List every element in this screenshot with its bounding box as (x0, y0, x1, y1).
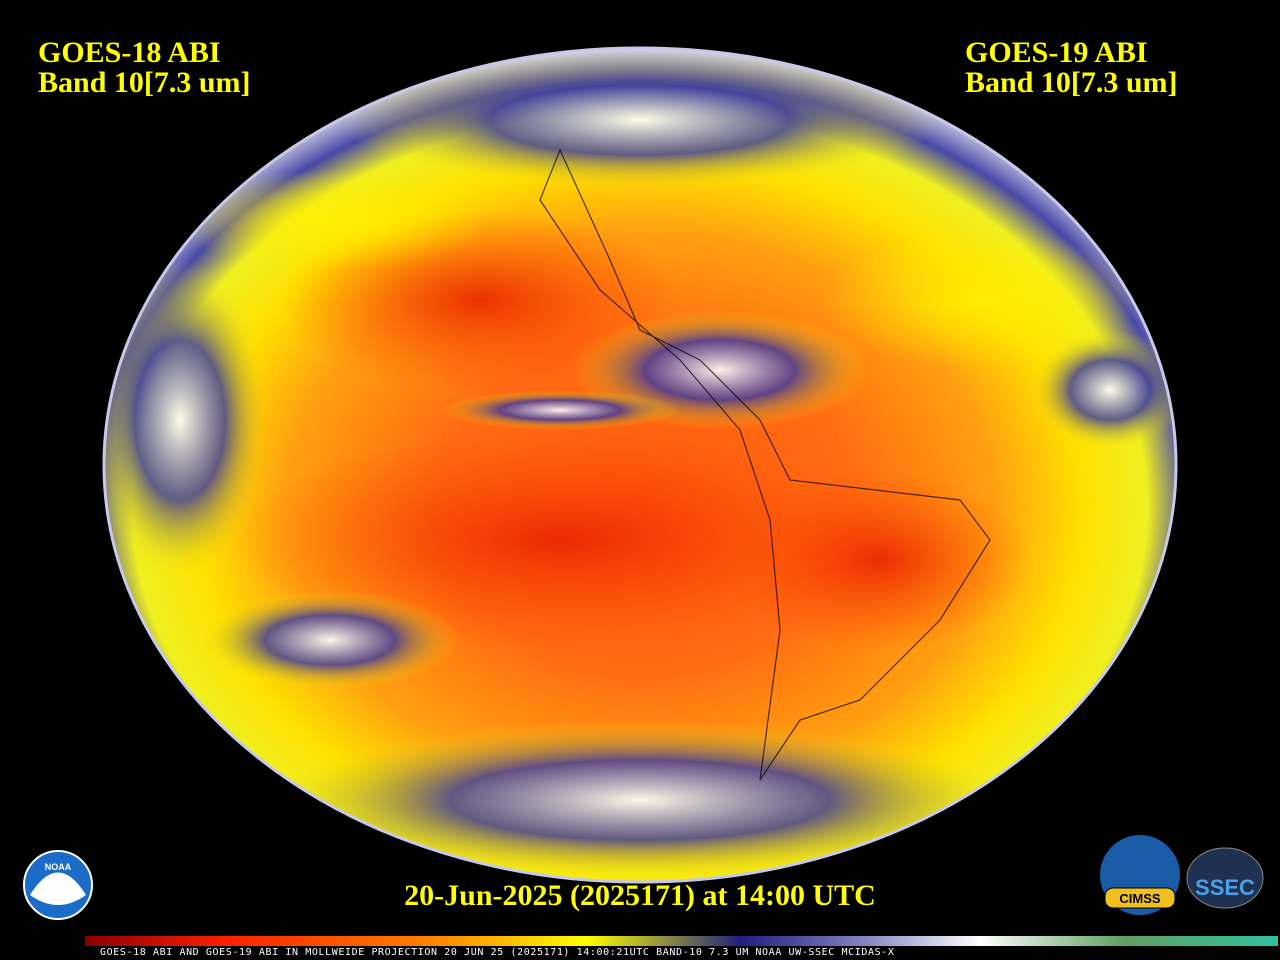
noaa-logo: NOAA (23, 850, 93, 920)
timestamp: 20-Jun-2025 (2025171) at 14:00 UTC (404, 879, 876, 912)
right-satellite: GOES-19 ABI (965, 36, 1148, 69)
ssec-label: SSEC (1195, 875, 1255, 900)
ssec-logo: SSEC (1186, 847, 1264, 909)
cimss-logo: CIMSS (1100, 835, 1180, 915)
colorbar-caption: GOES-18 ABI AND GOES-19 ABI IN MOLLWEIDE… (100, 947, 894, 958)
noaa-label: NOAA (45, 862, 72, 872)
globe-rim (102, 46, 1178, 884)
cimss-label: CIMSS (1119, 891, 1161, 906)
colorbar (85, 936, 1278, 946)
globe-image (104, 48, 1176, 882)
right-band: Band 10[7.3 um] (965, 66, 1178, 99)
left-band: Band 10[7.3 um] (38, 66, 251, 99)
left-satellite: GOES-18 ABI (38, 36, 221, 69)
